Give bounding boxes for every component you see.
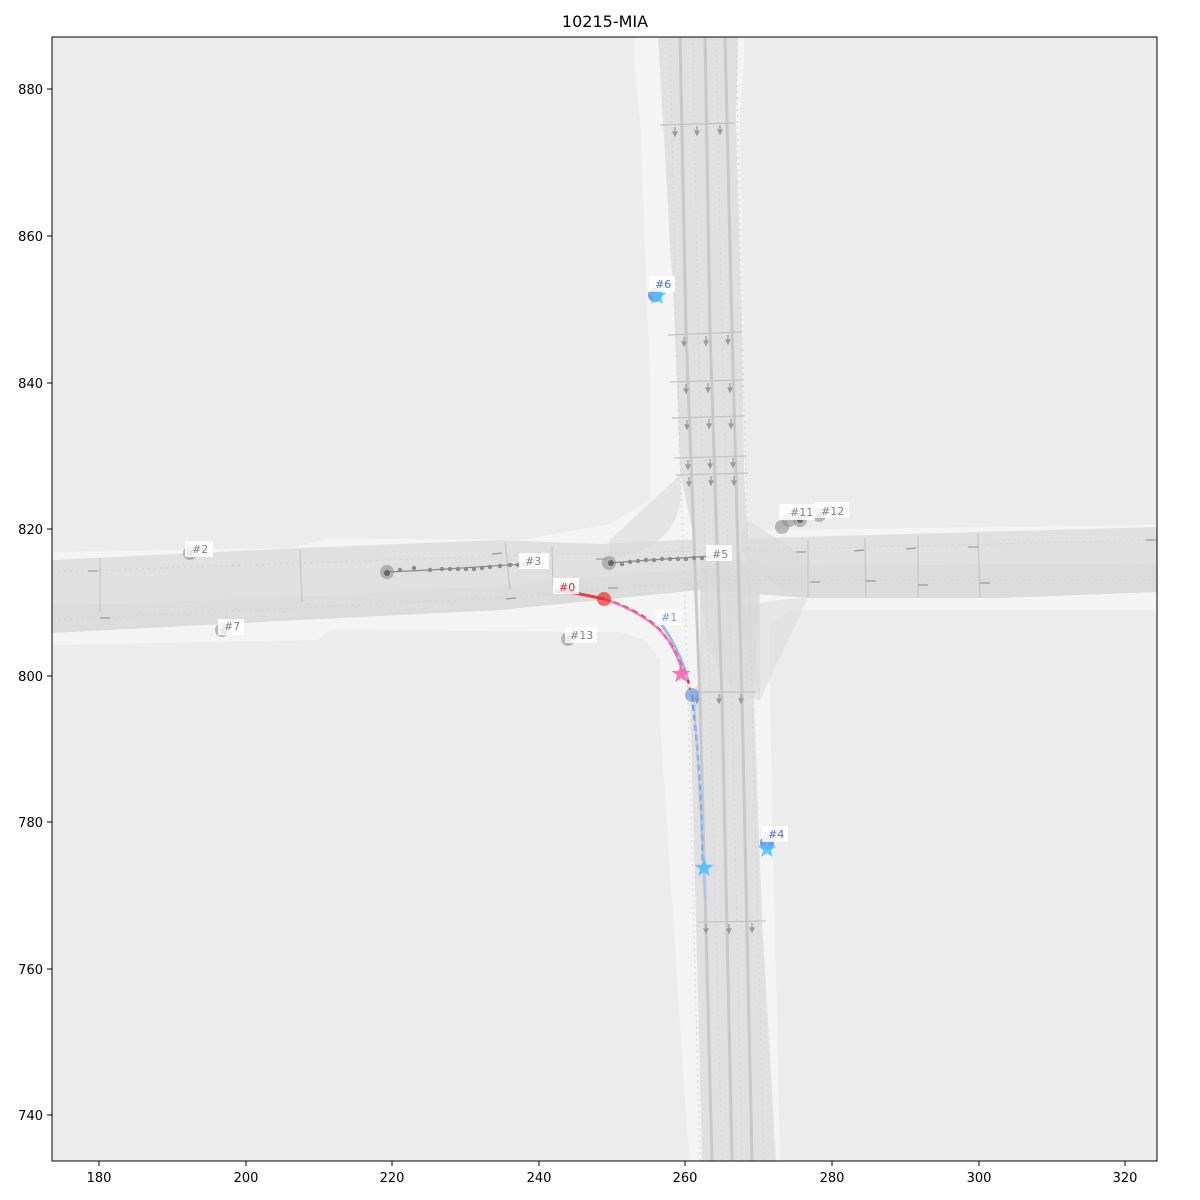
y-tick-labels: 880 860 840 820 800 780 760 740 [18, 83, 43, 1124]
agent-label-13: #13 [570, 629, 593, 642]
agent-label-0: #0 [559, 581, 575, 594]
y-axis [47, 88, 52, 1116]
y-tick-label: 800 [18, 670, 43, 685]
turn-connector-west [610, 475, 682, 560]
x-tick-label: 280 [820, 1171, 845, 1186]
agent-6-goal-star [647, 286, 667, 305]
turn-connector-northeast [735, 598, 808, 700]
agent-3-path [386, 563, 525, 573]
map-area: #2 #3 #5 #7 #8 #11 #12 #13 #0 #1 #6 #4 [52, 37, 1186, 1161]
lane-segment-lines [99, 122, 981, 923]
x-tick-label: 200 [234, 1171, 259, 1186]
agent-label-5: #5 [712, 548, 728, 561]
agent-1-prediction [693, 699, 706, 901]
agent-0-prediction [603, 598, 683, 674]
agent-4-goal-star [757, 839, 777, 858]
x-tick-label: 320 [1113, 1171, 1138, 1186]
x-axis [98, 1161, 1126, 1166]
x-tick-label: 300 [967, 1171, 992, 1186]
y-tick-label: 880 [18, 83, 43, 98]
y-tick-label: 860 [18, 230, 43, 245]
agent-label-6: #6 [655, 278, 671, 291]
y-tick-label: 740 [18, 1109, 43, 1124]
agent-5-path [608, 555, 713, 564]
agent-label-12: #12 [821, 505, 844, 518]
y-tick-label: 840 [18, 377, 43, 392]
agent-label-3: #3 [525, 555, 541, 568]
agent-label-1: #1 [661, 611, 677, 624]
agent-label-7: #7 [224, 620, 240, 633]
turn-connector-east [740, 520, 810, 598]
agent-1-current [685, 688, 699, 702]
map-title: 10215-MIA [561, 12, 649, 31]
x-tick-label: 180 [87, 1171, 112, 1186]
agent-label-4: #4 [768, 828, 784, 841]
x-tick-label: 260 [673, 1171, 698, 1186]
agent-label-8: #8 [1170, 552, 1186, 565]
y-tick-label: 780 [18, 816, 43, 831]
agent-1-history [658, 621, 690, 681]
agent-label-2: #2 [192, 543, 208, 556]
x-tick-label: 220 [380, 1171, 405, 1186]
agent-labels: #2 #3 #5 #7 #8 #11 #12 #13 #0 #1 #6 #4 [185, 276, 1186, 842]
x-tick-labels: 180 200 220 240 260 280 300 320 [87, 1171, 1138, 1186]
agent-3 [380, 565, 394, 579]
lane-centerlines-east-west [52, 539, 1157, 621]
agent-0-current [597, 592, 611, 606]
agent-0-predicted-endpoint-star [671, 664, 691, 683]
axes-frame [51, 36, 1158, 1162]
x-tick-label: 240 [527, 1171, 552, 1186]
y-tick-label: 820 [18, 523, 43, 538]
agent-1-goal-star [694, 858, 714, 877]
y-tick-label: 760 [18, 963, 43, 978]
agent-5 [602, 556, 616, 570]
lane-direction-arrows [88, 125, 1156, 935]
agent-label-11: #11 [790, 506, 813, 519]
turn-connector-southeast [700, 560, 760, 700]
